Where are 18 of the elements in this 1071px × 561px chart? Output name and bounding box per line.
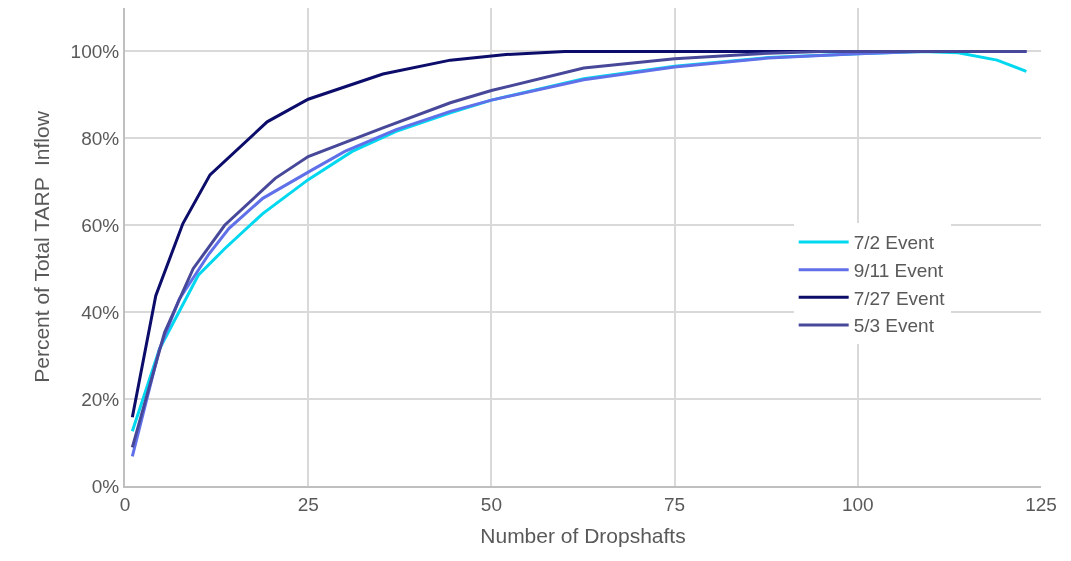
legend-label: 5/3 Event: [853, 315, 935, 337]
x-tick-label: 0: [119, 493, 131, 515]
x-tick-label: 125: [1025, 493, 1057, 515]
y-tick-label: 80%: [81, 128, 120, 150]
y-tick-label: 0%: [91, 475, 120, 497]
x-tick-label: 100: [841, 493, 874, 515]
y-axis-title: Percent of Total TARP Inflow: [30, 110, 54, 383]
x-tick-label: 50: [480, 493, 502, 515]
x-tick-label: 25: [297, 493, 319, 515]
legend-label: 7/2 Event: [853, 232, 935, 254]
legend-label: 9/11 Event: [853, 260, 944, 282]
x-tick-label: 75: [664, 493, 686, 515]
x-axis-title: Number of Dropshafts: [480, 524, 686, 548]
y-tick-label: 40%: [81, 301, 120, 323]
y-tick-label: 100%: [70, 41, 120, 63]
y-tick-label: 60%: [81, 214, 120, 236]
y-tick-label: 20%: [81, 388, 120, 410]
legend-label: 7/27 Event: [853, 287, 946, 309]
